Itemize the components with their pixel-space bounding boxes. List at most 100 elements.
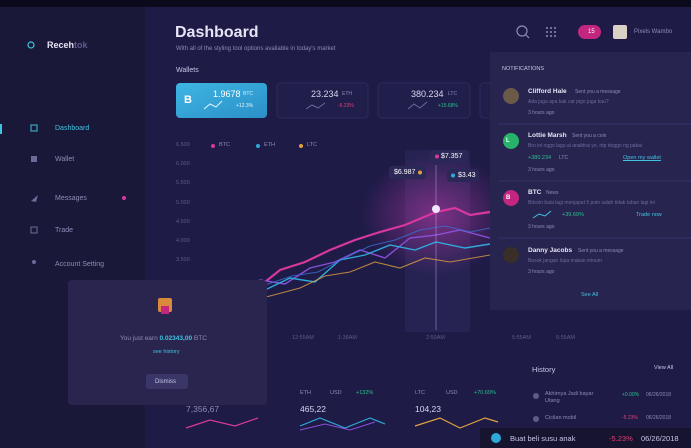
wallet-currency: LTC bbox=[448, 91, 458, 97]
notification-time: 3 hours ago bbox=[528, 269, 555, 275]
avatar bbox=[503, 88, 519, 104]
nav-icon bbox=[31, 195, 38, 202]
sparkline bbox=[203, 100, 223, 110]
history-date: 06/26/2018 bbox=[641, 434, 679, 443]
toast bbox=[480, 428, 691, 448]
notification-link[interactable]: Open my wallet bbox=[623, 155, 661, 161]
view-all-link[interactable]: View All bbox=[654, 365, 674, 371]
toast-icon bbox=[491, 433, 501, 443]
cursor-dot bbox=[432, 205, 440, 213]
unread-dot bbox=[122, 196, 126, 200]
history-icon bbox=[533, 393, 539, 399]
sparkline bbox=[414, 417, 499, 429]
y-tick-label: 6.500 bbox=[176, 142, 190, 148]
wallet-change: -6.23% bbox=[338, 103, 354, 109]
sparkline bbox=[532, 210, 552, 219]
nav-item[interactable]: Dashboard bbox=[55, 125, 90, 132]
dismiss-label[interactable]: Dismiss bbox=[155, 379, 176, 385]
avatar bbox=[503, 133, 519, 149]
x-tick-label: 5:55AM bbox=[512, 335, 531, 341]
notification-name: Clifford Hale bbox=[528, 88, 567, 95]
notification-action: News bbox=[546, 190, 559, 196]
avatar-initial: B bbox=[506, 195, 511, 201]
legend-dot bbox=[299, 144, 303, 148]
nav-icon bbox=[30, 124, 38, 132]
wallet-currency: BTC bbox=[243, 91, 253, 97]
logo: Recehtok bbox=[47, 41, 88, 50]
sparkline bbox=[305, 102, 326, 110]
card-unit: USD bbox=[330, 390, 342, 396]
history-label: Cicilan mobil bbox=[545, 415, 577, 421]
sparkline bbox=[407, 101, 428, 110]
history-date: 06/26/2018 bbox=[646, 392, 672, 398]
notification-time: 3 hours ago bbox=[528, 110, 555, 116]
nav-icon bbox=[30, 226, 38, 234]
nav-item[interactable]: Wallet bbox=[55, 156, 75, 163]
y-tick-label: 4.500 bbox=[176, 218, 190, 225]
nav-item[interactable]: Trade bbox=[55, 227, 74, 234]
tooltip-dot bbox=[418, 170, 422, 175]
notification-message: Besok jangan lupa makan minum bbox=[528, 258, 602, 264]
tooltip-value: $6.987 bbox=[394, 169, 416, 176]
legend-label: LTC bbox=[307, 142, 317, 148]
apps-icon[interactable] bbox=[546, 27, 556, 37]
modal-amount: 0.02343,00 bbox=[159, 335, 193, 342]
modal-link[interactable]: see history bbox=[153, 349, 180, 355]
notification-message: Bitcoin bala lagi menjapat 5 poin salah … bbox=[528, 200, 655, 206]
wallet-card[interactable] bbox=[276, 82, 369, 119]
x-tick-label: 6:55AM bbox=[556, 335, 575, 341]
nav-item[interactable]: Account Setting bbox=[55, 261, 105, 268]
notification-action: Sent you a coin bbox=[572, 133, 607, 139]
y-tick-label: 5.000 bbox=[176, 199, 190, 206]
wallet-card[interactable] bbox=[176, 83, 267, 118]
modal-currency: BTC bbox=[193, 335, 207, 342]
history-title: History bbox=[532, 365, 556, 374]
notification-amount: +380.234 bbox=[528, 155, 552, 161]
x-tick-label: 12:55AM bbox=[292, 335, 315, 341]
notification-badge[interactable] bbox=[578, 25, 601, 39]
card-change: +70.69% bbox=[474, 390, 496, 396]
wallet-value: 23.234 bbox=[311, 89, 339, 99]
wallet-change: +15.68% bbox=[438, 103, 458, 109]
history-change: -5.23% bbox=[609, 434, 633, 443]
tooltip-value: $7.357 bbox=[441, 153, 463, 160]
legend-dot bbox=[256, 144, 260, 148]
history-label: Buat beli susu anak bbox=[510, 434, 576, 443]
logo-icon bbox=[27, 41, 35, 49]
y-tick-label: 3.500 bbox=[176, 257, 190, 264]
modal-icon-gift bbox=[161, 306, 169, 314]
notification-currency: LTC bbox=[559, 155, 569, 161]
nav-item[interactable]: Messages bbox=[55, 195, 87, 202]
tooltip-dot bbox=[435, 154, 439, 159]
notification-time: 3 hours ago bbox=[528, 167, 555, 173]
sparkline bbox=[299, 421, 376, 431]
avatar bbox=[503, 190, 519, 206]
notification-name: Lottie Marsh bbox=[528, 132, 567, 139]
see-all-link[interactable]: See All bbox=[581, 292, 599, 298]
notification-action: Sent you a message bbox=[575, 89, 621, 95]
notification-name: BTC bbox=[528, 189, 542, 196]
notification-link[interactable]: Trade now bbox=[636, 212, 662, 218]
user-avatar[interactable] bbox=[613, 25, 627, 39]
modal-label: You just earn bbox=[120, 335, 158, 342]
nav-icon bbox=[31, 156, 37, 162]
legend-label: ETH bbox=[264, 142, 275, 148]
modal bbox=[68, 280, 267, 405]
badge-count: 15 bbox=[588, 29, 595, 35]
sparkline bbox=[299, 417, 386, 429]
search-icon[interactable] bbox=[516, 25, 528, 37]
wallet-card[interactable] bbox=[377, 82, 471, 119]
user-name[interactable]: Pixels Wambo bbox=[634, 29, 673, 35]
wallet-currency: ETH bbox=[342, 91, 352, 97]
dismiss-button[interactable] bbox=[146, 374, 188, 389]
history-icon bbox=[533, 416, 539, 422]
x-tick-label: 1:38AM bbox=[338, 335, 357, 341]
tooltip-value: $3.43 bbox=[458, 172, 476, 179]
sparkline bbox=[185, 417, 259, 429]
notification-change: +39.69% bbox=[562, 212, 584, 218]
history-label: Akhirnya Jadi bayar Utang bbox=[545, 391, 594, 405]
active-indicator bbox=[0, 124, 2, 134]
y-tick-label: 4.000 bbox=[176, 238, 190, 244]
panel-title: NOTIFICATIONS bbox=[502, 66, 545, 72]
